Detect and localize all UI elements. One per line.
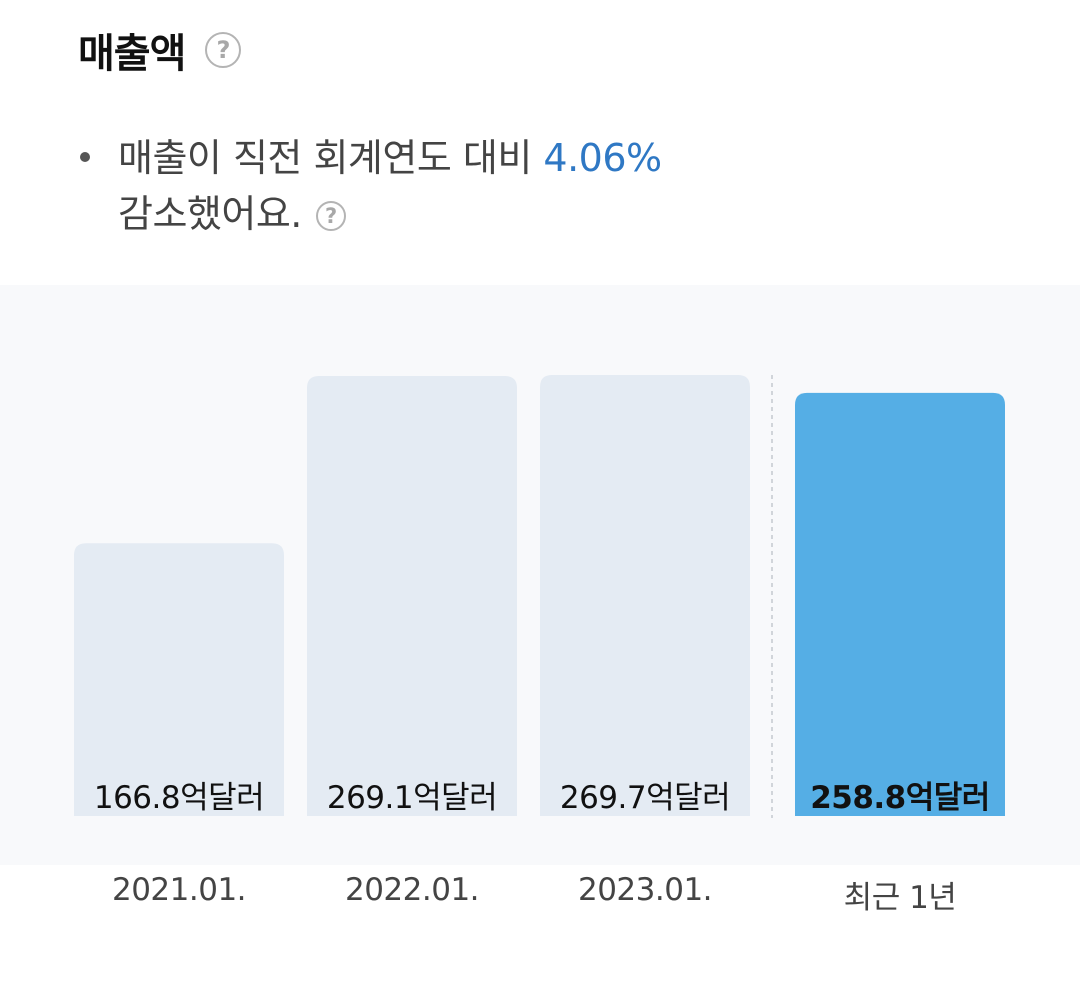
- section-title: 매출액: [78, 31, 186, 77]
- x-axis-label: 최근 1년: [843, 880, 957, 916]
- summary-percent: 4.06%: [543, 136, 662, 180]
- bar-2: [307, 375, 517, 816]
- section-header: 매출액 ?: [78, 22, 242, 78]
- summary-text-before: 매출이 직전 회계연도 대비: [118, 136, 544, 180]
- x-axis-label: 2022.01.: [344, 872, 480, 908]
- bar-value-label: 269.1억달러: [326, 780, 498, 816]
- question-circle-icon[interactable]: ?: [315, 201, 346, 231]
- bar-value-label: 269.7억달러: [559, 780, 731, 816]
- x-axis-label: 2021.01.: [111, 872, 247, 908]
- question-circle-icon[interactable]: ?: [205, 32, 242, 68]
- bar-4: [795, 392, 1005, 816]
- summary-text-after: 감소했어요.: [118, 192, 302, 236]
- x-axis-label: 2023.01.: [577, 872, 713, 908]
- bar-1: [74, 543, 284, 816]
- bar-value-label: 258.8억달러: [810, 780, 990, 816]
- bar-value-label: 166.8억달러: [93, 780, 265, 816]
- summary-text: 매출이 직전 회계연도 대비 4.06% 감소했어요.?: [118, 130, 878, 242]
- bullet-dot: [80, 152, 90, 162]
- bar-3: [540, 375, 750, 816]
